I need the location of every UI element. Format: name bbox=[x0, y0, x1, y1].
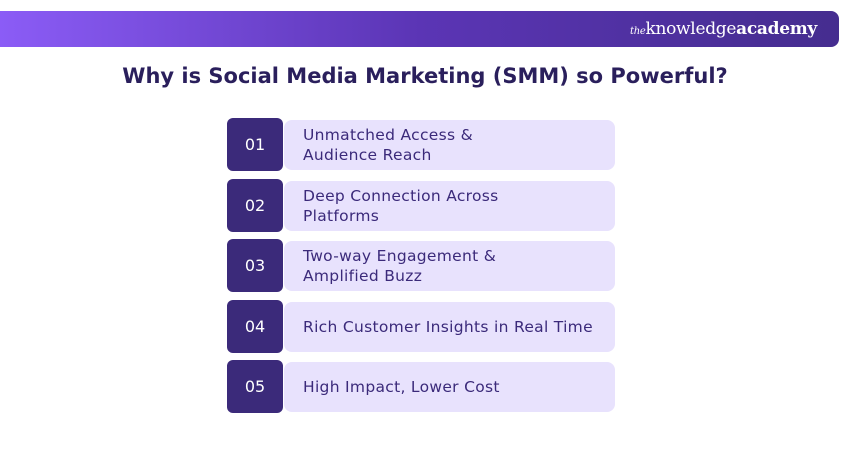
item-label: Unmatched Access & Audience Reach bbox=[284, 120, 615, 170]
list-item: 04 Rich Customer Insights in Real Time bbox=[227, 300, 616, 353]
item-number: 04 bbox=[227, 300, 283, 353]
item-number: 05 bbox=[227, 360, 283, 413]
list-item: 03 Two-way Engagement & Amplified Buzz bbox=[227, 239, 616, 292]
list-item: 02 Deep Connection Across Platforms bbox=[227, 179, 616, 232]
item-label: Rich Customer Insights in Real Time bbox=[284, 302, 615, 352]
logo-bold: academy bbox=[736, 19, 817, 39]
item-number: 03 bbox=[227, 239, 283, 292]
item-number: 01 bbox=[227, 118, 283, 171]
item-number: 02 bbox=[227, 179, 283, 232]
header-banner: theknowledgeacademy bbox=[0, 11, 839, 47]
list-item: 05 High Impact, Lower Cost bbox=[227, 360, 616, 413]
brand-logo: theknowledgeacademy bbox=[630, 19, 817, 39]
logo-name: knowledge bbox=[645, 19, 737, 39]
page-title: Why is Social Media Marketing (SMM) so P… bbox=[122, 64, 728, 88]
item-label: Two-way Engagement & Amplified Buzz bbox=[284, 241, 615, 291]
list-item: 01 Unmatched Access & Audience Reach bbox=[227, 118, 616, 171]
logo-prefix: the bbox=[629, 26, 646, 37]
item-label: Deep Connection Across Platforms bbox=[284, 181, 615, 231]
item-label: High Impact, Lower Cost bbox=[284, 362, 615, 412]
